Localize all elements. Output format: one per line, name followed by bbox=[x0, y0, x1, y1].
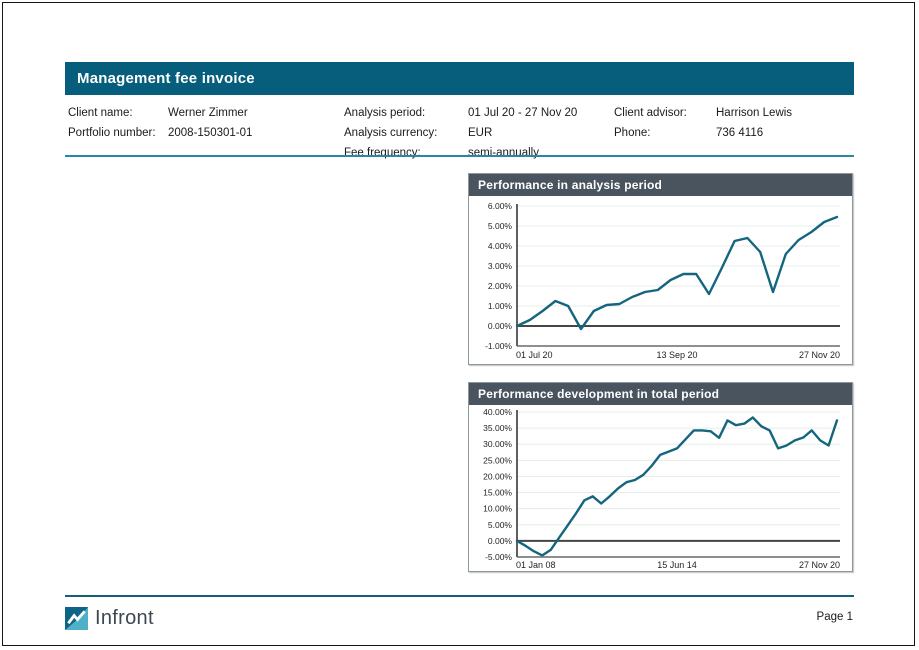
phone-value: 736 4116 bbox=[716, 127, 764, 139]
infront-logo-icon bbox=[65, 606, 88, 630]
invoice-title-bar: Management fee invoice bbox=[65, 62, 854, 95]
phone-label: Phone: bbox=[614, 127, 651, 139]
client-name-row: Client name: Werner Zimmer bbox=[68, 103, 252, 123]
svg-text:3.00%: 3.00% bbox=[488, 261, 513, 271]
svg-text:2.00%: 2.00% bbox=[488, 281, 513, 291]
chart-header-total-period: Performance development in total period bbox=[469, 383, 852, 405]
client-info-column-1: Client name: Werner Zimmer Portfolio num… bbox=[68, 103, 252, 143]
svg-text:20.00%: 20.00% bbox=[483, 471, 512, 481]
chart-body: 40.00% 35.00% 30.00% 25.00% 20.00% 15.00% 10.0… bbox=[469, 405, 852, 571]
svg-text:6.00%: 6.00% bbox=[488, 201, 513, 211]
analysis-period-row: Analysis period: 01 Jul 20 - 27 Nov 20 bbox=[344, 103, 577, 123]
page-title: Management fee invoice bbox=[77, 70, 255, 87]
svg-text:35.00%: 35.00% bbox=[483, 423, 512, 433]
portfolio-number-value: 2008-150301-01 bbox=[168, 127, 253, 139]
client-info-column-2: Analysis period: 01 Jul 20 - 27 Nov 20 A… bbox=[344, 103, 577, 163]
svg-text:-5.00%: -5.00% bbox=[485, 552, 512, 562]
header-divider-rule bbox=[65, 155, 854, 157]
client-advisor-value: Harrison Lewis bbox=[716, 107, 793, 119]
client-advisor-label: Client advisor: bbox=[614, 107, 687, 119]
chart-panel-total-period: Performance development in total period … bbox=[468, 382, 853, 572]
client-name-value: Werner Zimmer bbox=[168, 107, 248, 119]
svg-text:-1.00%: -1.00% bbox=[485, 341, 512, 351]
svg-text:15 Jun 14: 15 Jun 14 bbox=[657, 560, 697, 570]
fee-frequency-label: Fee frequency: bbox=[344, 147, 421, 159]
fee-frequency-value: semi-annually bbox=[468, 147, 539, 159]
svg-text:40.00%: 40.00% bbox=[483, 407, 512, 417]
svg-text:25.00%: 25.00% bbox=[483, 455, 512, 465]
analysis-period-label: Analysis period: bbox=[344, 107, 426, 119]
chart-panel-analysis-period: Performance in analysis period 6.00% 5.00… bbox=[468, 173, 853, 365]
svg-text:5.00%: 5.00% bbox=[488, 520, 513, 530]
fee-frequency-row: Fee frequency: semi-annually bbox=[344, 143, 577, 163]
svg-text:4.00%: 4.00% bbox=[488, 241, 513, 251]
analysis-period-value: 01 Jul 20 - 27 Nov 20 bbox=[468, 107, 578, 119]
chart-title: Performance development in total period bbox=[478, 387, 720, 401]
svg-text:13 Sep 20: 13 Sep 20 bbox=[656, 350, 697, 360]
client-info-column-3: Client advisor: Harrison Lewis Phone: 73… bbox=[614, 103, 792, 143]
svg-text:10.00%: 10.00% bbox=[483, 504, 512, 514]
portfolio-number-label: Portfolio number: bbox=[68, 127, 156, 139]
footer-divider-rule bbox=[65, 595, 854, 597]
svg-text:0.00%: 0.00% bbox=[488, 321, 513, 331]
svg-text:5.00%: 5.00% bbox=[488, 221, 513, 231]
svg-text:27 Nov 20: 27 Nov 20 bbox=[799, 350, 840, 360]
brand-footer: Infront bbox=[65, 606, 154, 630]
svg-text:01 Jul 20: 01 Jul 20 bbox=[516, 350, 553, 360]
svg-text:1.00%: 1.00% bbox=[488, 301, 513, 311]
analysis-period-line-chart: 6.00% 5.00% 4.00% 3.00% 2.00% 1.00% 0.00% -1.00… bbox=[485, 201, 840, 360]
brand-name: Infront bbox=[95, 607, 154, 629]
analysis-currency-row: Analysis currency: EUR bbox=[344, 123, 577, 143]
chart-body: 6.00% 5.00% 4.00% 3.00% 2.00% 1.00% 0.00% -1.00… bbox=[469, 196, 852, 364]
svg-text:0.00%: 0.00% bbox=[488, 536, 513, 546]
svg-text:30.00%: 30.00% bbox=[483, 439, 512, 449]
analysis-currency-label: Analysis currency: bbox=[344, 127, 438, 139]
phone-row: Phone: 736 4116 bbox=[614, 123, 792, 143]
chart-title: Performance in analysis period bbox=[478, 178, 663, 192]
page-number: Page 1 bbox=[816, 611, 853, 623]
client-name-label: Client name: bbox=[68, 107, 133, 119]
total-period-line-chart: 40.00% 35.00% 30.00% 25.00% 20.00% 15.00% 10.0… bbox=[483, 407, 840, 570]
portfolio-number-row: Portfolio number: 2008-150301-01 bbox=[68, 123, 252, 143]
client-advisor-row: Client advisor: Harrison Lewis bbox=[614, 103, 792, 123]
svg-text:15.00%: 15.00% bbox=[483, 488, 512, 498]
chart-header-analysis-period: Performance in analysis period bbox=[469, 174, 852, 196]
svg-text:27 Nov 20: 27 Nov 20 bbox=[799, 560, 840, 570]
analysis-currency-value: EUR bbox=[468, 127, 493, 139]
svg-text:01 Jan 08: 01 Jan 08 bbox=[516, 560, 556, 570]
